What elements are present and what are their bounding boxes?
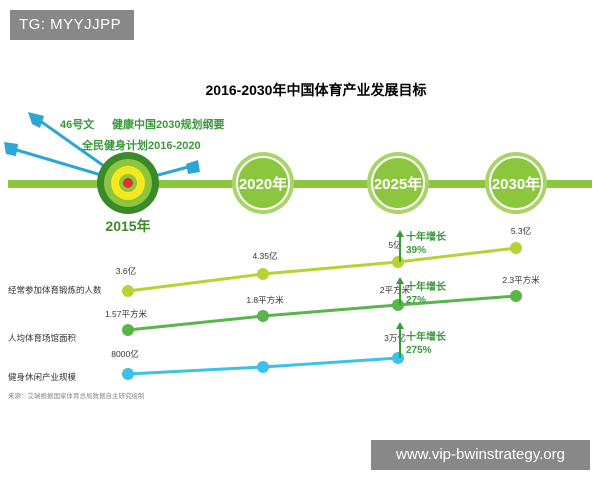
growth-arrowhead-3 <box>396 322 404 329</box>
series-2-point-2020 <box>257 310 269 322</box>
milestone-label-2025年: 2025年 <box>374 175 422 193</box>
watermark-top-left: TG: MYYJJPP <box>10 10 134 40</box>
series-2-point-2030 <box>510 290 522 302</box>
policy-label-2: 健康中国2030规划纲要 <box>112 117 224 131</box>
series-3-point-2020 <box>257 361 269 373</box>
series-label-3: 健身休闲产业规模 <box>8 372 77 382</box>
series-1-value-label-2025: 5亿 <box>388 240 401 250</box>
series-2-value-label-2015: 1.57平方米 <box>105 309 148 319</box>
timeline-bar <box>8 180 592 188</box>
series-1-point-2025 <box>392 256 404 268</box>
policy-arrow-3-fletching <box>186 160 200 174</box>
series-3-point-2015 <box>122 368 134 380</box>
milestone-label-2015: 2015年 <box>105 218 150 234</box>
growth-value-2: 27% <box>406 295 426 306</box>
series-line-2 <box>127 294 517 332</box>
watermark-bottom-right: www.vip-bwinstrategy.org <box>371 440 590 470</box>
series-2-point-2025 <box>392 299 404 311</box>
growth-layer: 十年增长 39% 十年增长 27% 十年增长 275% <box>396 230 447 358</box>
series-label-1: 经常参加体育锻炼的人数 <box>8 285 102 295</box>
milestone-2020年-inner <box>236 156 290 210</box>
series-1-point-2020 <box>257 268 269 280</box>
milestone-label-2020年: 2020年 <box>239 175 287 193</box>
series-1-point-2030 <box>510 242 522 254</box>
series-label-2: 人均体育场馆面积 <box>8 333 77 343</box>
milestone-label-2030年: 2030年 <box>492 175 540 193</box>
series-3-value-label-2015: 8000亿 <box>111 349 138 359</box>
series-3-value-label-2025: 3万亿 <box>384 333 406 343</box>
series-2-value-label-2030: 2.3平方米 <box>502 275 540 285</box>
series-2-value-label-2020: 1.8平方米 <box>246 295 284 305</box>
milestones: 2015年 2020年 2025年 2030年 <box>97 152 547 234</box>
series-1-value-label-2020: 4.35亿 <box>252 251 277 261</box>
policy-arrow-2-fletching <box>4 142 18 156</box>
series-1-value-label-2015: 3.6亿 <box>116 266 136 276</box>
target-red <box>123 178 133 188</box>
growth-arrowhead-2 <box>396 277 404 284</box>
milestone-2030年-inner <box>489 156 543 210</box>
growth-value-3: 275% <box>406 345 432 356</box>
milestone-2025年-inner <box>371 156 425 210</box>
series-layer: 3.6亿 4.35亿 5亿 5.3亿 1.57平方米 1.8平方米 2平方米 2.3平方米 80… <box>105 226 540 380</box>
series-2-value-label-2025: 2平方米 <box>380 285 411 295</box>
series-1-point-2015 <box>122 285 134 297</box>
series-line-1 <box>127 246 517 293</box>
policy-label-1: 46号文 <box>60 117 95 131</box>
source-note: 来源：艾瑞根据国家体育总局数据自主研究绘制 <box>8 391 145 400</box>
series-3-point-2025 <box>392 352 404 364</box>
growth-label-3: 十年增长 <box>406 330 447 343</box>
series-1-value-label-2030: 5.3亿 <box>511 226 531 236</box>
growth-label-1: 十年增长 <box>406 230 447 243</box>
chart-title: 2016-2030年中国体育产业发展目标 <box>206 82 427 98</box>
policy-arrow-1-fletching <box>28 112 44 128</box>
policy-label-3: 全民健身计划2016-2020 <box>81 138 201 152</box>
growth-value-1: 39% <box>406 245 426 256</box>
series-2-point-2015 <box>122 324 134 336</box>
growth-label-2: 十年增长 <box>406 280 447 293</box>
growth-arrowhead-1 <box>396 230 404 237</box>
